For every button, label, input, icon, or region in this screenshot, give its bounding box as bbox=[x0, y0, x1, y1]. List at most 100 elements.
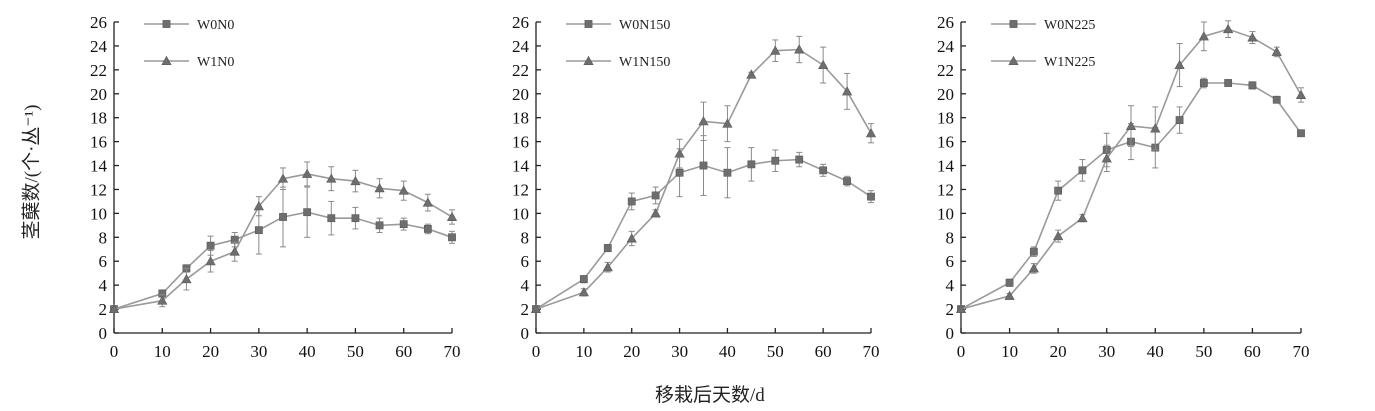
data-point bbox=[1029, 247, 1038, 256]
legend-marker bbox=[161, 55, 172, 65]
legend-entry: W1N0 bbox=[144, 55, 234, 70]
data-point bbox=[327, 214, 336, 223]
data-point bbox=[603, 244, 612, 252]
data-point bbox=[770, 45, 781, 55]
legend-marker bbox=[1009, 20, 1018, 28]
x-tick-label: 0 bbox=[110, 342, 119, 361]
data-point bbox=[1295, 89, 1307, 99]
y-tick-label: 26 bbox=[512, 13, 529, 32]
legend-label: W1N225 bbox=[1044, 55, 1095, 70]
legend-label: W1N0 bbox=[197, 55, 234, 70]
legend-marker bbox=[1008, 55, 1019, 65]
data-point bbox=[1077, 212, 1088, 223]
data-point bbox=[578, 287, 589, 297]
y-tick-label: 20 bbox=[512, 85, 529, 104]
data-point bbox=[1297, 129, 1305, 138]
data-point bbox=[747, 160, 756, 169]
y-tick-label: 18 bbox=[90, 109, 107, 128]
x-tick-label: 10 bbox=[1001, 342, 1018, 361]
data-point bbox=[303, 208, 312, 217]
x-tick-label: 0 bbox=[957, 342, 966, 361]
data-point bbox=[1004, 290, 1015, 300]
data-point bbox=[253, 200, 264, 211]
x-tick-label: 10 bbox=[575, 342, 592, 361]
data-point bbox=[351, 214, 360, 223]
y-tick-label: 12 bbox=[512, 180, 529, 199]
y-tick-label: 22 bbox=[937, 61, 954, 80]
x-tick-label: 20 bbox=[1050, 342, 1067, 361]
series-W1N0 bbox=[108, 161, 458, 314]
data-point bbox=[602, 261, 613, 272]
y-tick-label: 10 bbox=[937, 204, 954, 223]
data-point bbox=[746, 69, 757, 79]
y-tick-label: 16 bbox=[512, 133, 529, 152]
data-point bbox=[1101, 153, 1112, 163]
data-point bbox=[818, 59, 829, 70]
series-line bbox=[113, 211, 453, 310]
y-tick-label: 14 bbox=[937, 157, 955, 176]
data-point bbox=[650, 208, 661, 218]
y-tick-label: 10 bbox=[90, 204, 107, 223]
data-point bbox=[674, 148, 685, 158]
y-tick-label: 24 bbox=[90, 37, 108, 56]
x-tick-label: 70 bbox=[863, 342, 880, 361]
data-point bbox=[843, 177, 851, 185]
y-tick-label: 4 bbox=[99, 276, 108, 295]
data-point bbox=[579, 275, 588, 284]
data-point bbox=[1078, 166, 1087, 175]
y-tick-label: 12 bbox=[90, 180, 107, 199]
data-point bbox=[627, 197, 636, 206]
legend-label: W0N225 bbox=[1044, 18, 1095, 33]
data-point bbox=[277, 173, 289, 183]
data-point bbox=[1005, 278, 1014, 287]
y-tick-label: 24 bbox=[512, 37, 530, 56]
x-tick-label: 50 bbox=[1195, 342, 1212, 361]
y-tick-label: 18 bbox=[512, 109, 529, 128]
data-point bbox=[350, 175, 361, 186]
data-point bbox=[722, 118, 733, 128]
data-point bbox=[771, 156, 780, 165]
y-tick-label: 16 bbox=[937, 133, 954, 152]
y-tick-label: 4 bbox=[946, 276, 955, 295]
data-point bbox=[157, 295, 168, 305]
y-tick-label: 8 bbox=[99, 228, 108, 247]
legend-entry: W0N225 bbox=[991, 18, 1095, 33]
series-W1N225 bbox=[955, 20, 1307, 314]
data-point bbox=[675, 168, 684, 177]
y-tick-label: 24 bbox=[937, 37, 955, 56]
x-tick-label: 30 bbox=[671, 342, 688, 361]
legend-marker bbox=[584, 20, 593, 28]
x-tick-label: 50 bbox=[767, 342, 784, 361]
x-tick-label: 60 bbox=[1244, 342, 1261, 361]
data-point bbox=[819, 166, 828, 175]
y-tick-label: 6 bbox=[946, 252, 955, 271]
data-point bbox=[794, 44, 805, 54]
data-point bbox=[1199, 79, 1208, 87]
data-point bbox=[955, 303, 967, 314]
data-point bbox=[1054, 186, 1063, 195]
data-point bbox=[1053, 230, 1064, 241]
data-point bbox=[1223, 23, 1234, 34]
series-W0N0 bbox=[110, 186, 456, 313]
x-tick-label: 30 bbox=[1098, 342, 1115, 361]
data-point bbox=[1224, 79, 1233, 87]
y-tick-label: 6 bbox=[521, 252, 530, 271]
x-tick-label: 70 bbox=[1293, 342, 1310, 361]
y-tick-label: 2 bbox=[946, 300, 955, 319]
data-point bbox=[206, 241, 215, 250]
y-tick-label: 14 bbox=[512, 157, 530, 176]
y-tick-label: 0 bbox=[946, 324, 955, 343]
data-point bbox=[1272, 95, 1281, 104]
data-point bbox=[865, 128, 877, 138]
data-point bbox=[375, 221, 384, 230]
data-point bbox=[254, 226, 263, 235]
data-point bbox=[326, 173, 337, 183]
data-point bbox=[1125, 120, 1137, 131]
series-line bbox=[535, 158, 872, 310]
y-tick-label: 2 bbox=[99, 300, 108, 319]
series-W1N150 bbox=[530, 35, 877, 314]
y-tick-label: 0 bbox=[521, 324, 530, 343]
